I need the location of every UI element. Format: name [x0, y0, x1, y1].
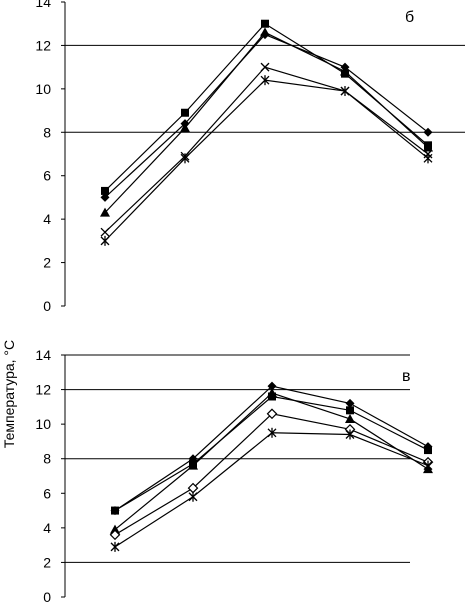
- series-2-point: [346, 406, 354, 415]
- y-tick-label: 12: [35, 37, 51, 53]
- series-3-point: [345, 413, 355, 423]
- series-5-point: [110, 541, 120, 552]
- panel-b-label: б: [405, 9, 414, 26]
- series-2-point: [101, 186, 109, 195]
- series-4-point: [109, 529, 121, 541]
- y-tick-label: 2: [43, 554, 51, 570]
- series-3-point: [260, 27, 270, 37]
- series-3-point: [340, 66, 350, 76]
- y-tick-label: 10: [35, 81, 51, 97]
- y-tick-label: 6: [43, 485, 51, 501]
- series-3-point: [100, 207, 110, 217]
- series-4-point: [266, 408, 278, 420]
- y-tick-label: 0: [43, 298, 51, 314]
- series-5-point: [340, 86, 350, 97]
- series-3-point: [423, 142, 433, 152]
- series-2-point: [181, 108, 189, 117]
- series-5-point: [188, 491, 198, 502]
- series-5-point: [267, 427, 277, 438]
- series-5-point: [100, 235, 110, 246]
- y-tick-label: 8: [43, 451, 51, 467]
- series-5-point: [180, 153, 190, 164]
- panel-v-label: в: [402, 368, 411, 385]
- y-tick-label: 4: [43, 520, 51, 536]
- series-2-point: [111, 506, 119, 515]
- series-2-point: [261, 19, 269, 28]
- series-3-point: [180, 122, 190, 132]
- series-1-line: [114, 385, 429, 512]
- series-4-line: [104, 66, 429, 233]
- series-3-point: [267, 388, 277, 398]
- y-tick-label: 14: [35, 347, 51, 363]
- series-5-line: [114, 432, 429, 548]
- series-1-point: [423, 127, 433, 137]
- panel-b: б 0 2 4 6 8 10 12 14: [35, 0, 465, 314]
- series-5-point: [345, 429, 355, 440]
- y-axis-label: Температура, °С: [1, 340, 17, 448]
- series-4-point: [100, 227, 110, 237]
- series-1-line: [104, 33, 429, 198]
- series-3-point: [188, 460, 198, 470]
- series-1-point: [100, 192, 110, 202]
- panel-v: в 0 2 4 6 8 10 12 14: [35, 347, 434, 604]
- series-1-point: [345, 398, 355, 408]
- series-5-point: [260, 75, 270, 86]
- y-tick-label: 0: [43, 589, 51, 604]
- y-tick-label: 8: [43, 124, 51, 140]
- y-tick-label: 4: [43, 211, 51, 227]
- series-3-point: [110, 524, 120, 534]
- series-5-point: [423, 460, 433, 471]
- series-2-point: [424, 446, 432, 455]
- series-2-line: [104, 22, 429, 192]
- series-1-point: [267, 381, 277, 391]
- series-4-point: [260, 62, 270, 72]
- y-tick-label: 10: [35, 416, 51, 432]
- series-5-point: [423, 153, 433, 164]
- y-tick-label: 12: [35, 382, 51, 398]
- y-tick-label: 2: [43, 255, 51, 271]
- y-tick-label: 14: [35, 0, 51, 10]
- y-tick-label: 6: [43, 168, 51, 184]
